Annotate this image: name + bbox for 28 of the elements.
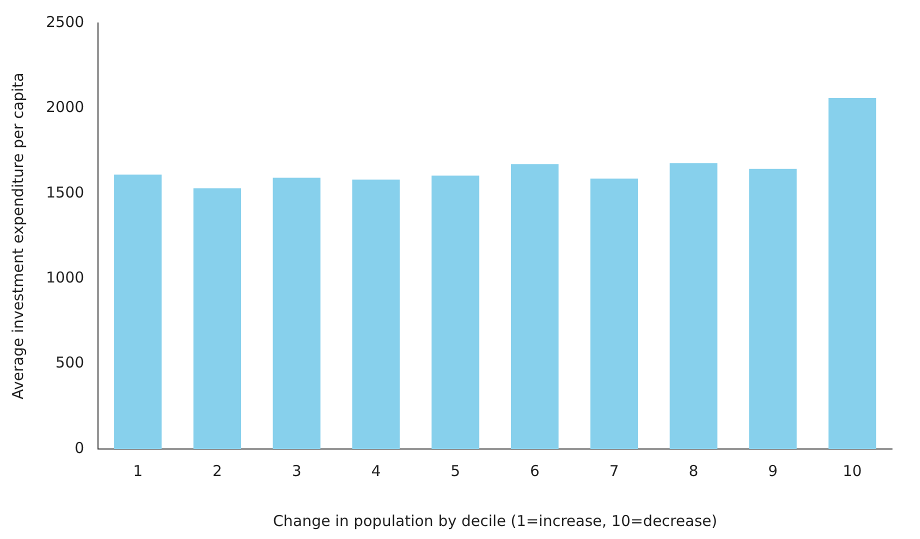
y-axis-title: Average investment expenditure per capita [8, 72, 27, 400]
y-tick-label: 0 [74, 438, 84, 457]
bar [749, 168, 797, 449]
y-tick-label: 1500 [46, 183, 84, 202]
y-tick-label: 2000 [46, 98, 84, 116]
bar [432, 176, 480, 449]
bar [828, 98, 876, 449]
x-tick-label: 10 [842, 462, 862, 480]
x-tick-label: 7 [609, 462, 619, 480]
bar [193, 188, 242, 449]
y-tick-label: 1000 [46, 268, 84, 286]
bar [670, 163, 718, 449]
x-tick-label: 9 [768, 462, 778, 480]
bar [272, 178, 320, 449]
bar [114, 174, 162, 449]
x-tick-label: 1 [133, 462, 143, 480]
y-tick-label: 2500 [46, 12, 84, 31]
x-tick-label: 3 [292, 462, 302, 480]
x-tick-label: 6 [530, 462, 540, 480]
bar [510, 164, 559, 449]
bar [590, 178, 638, 449]
x-axis-title: Change in population by decile (1=increase, 10=decrease) [272, 512, 718, 530]
x-tick-label: 5 [450, 462, 460, 480]
y-tick-label: 500 [56, 354, 84, 372]
x-tick-label: 4 [371, 462, 381, 480]
bar [352, 180, 400, 449]
x-tick-label: 2 [212, 462, 222, 480]
x-tick-label: 8 [688, 462, 698, 480]
